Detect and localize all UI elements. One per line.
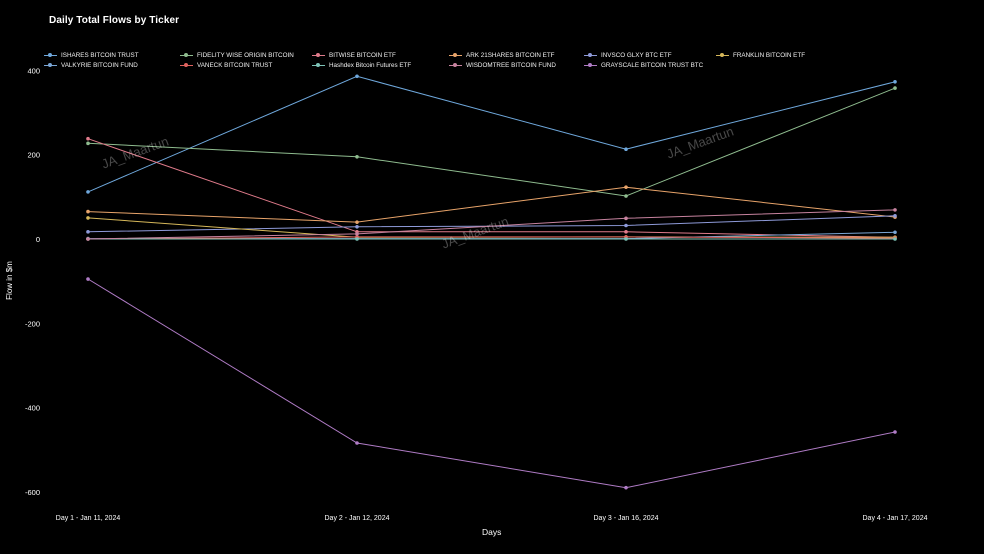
data-point — [893, 230, 897, 235]
y-tick-label: -400 — [25, 404, 40, 413]
data-point — [624, 194, 628, 198]
data-point — [355, 232, 359, 236]
y-tick-label: -600 — [25, 488, 40, 497]
x-tick-label: Day 3 - Jan 16, 2024 — [594, 515, 659, 522]
data-point — [624, 185, 628, 189]
legend-marker — [588, 53, 592, 57]
data-point — [86, 216, 90, 220]
data-point — [893, 430, 897, 434]
legend-label: VALKYRIE BITCOIN FUND — [61, 62, 138, 69]
legend-marker — [48, 63, 52, 67]
legend-label: FRANKLIN BITCOIN ETF — [733, 52, 806, 59]
legend-marker — [316, 53, 320, 57]
data-point — [86, 237, 90, 241]
data-point — [355, 155, 359, 159]
legend-marker — [48, 53, 52, 57]
series-line — [87, 87, 896, 197]
legend-marker — [453, 63, 457, 67]
legend-label: INVSCO GLXY BTC ETF — [601, 52, 672, 59]
legend-label: WISDOMTREE BITCOIN FUND — [466, 62, 556, 69]
series-line — [87, 186, 896, 223]
series-line — [87, 209, 896, 240]
legend-label: Hashdex Bitcoin Futures ETF — [329, 62, 412, 69]
data-point — [86, 277, 90, 281]
data-point — [893, 214, 897, 218]
y-tick-label: -200 — [25, 319, 40, 328]
data-point — [86, 136, 90, 141]
chart-title: Daily Total Flows by Ticker — [49, 15, 180, 26]
data-point — [624, 230, 628, 234]
data-point — [355, 74, 359, 79]
data-point — [86, 209, 90, 214]
data-point — [355, 224, 359, 229]
legend-label: VANECK BITCOIN TRUST — [197, 62, 273, 69]
legend-label: FIDELITY WISE ORIGIN BITCOIN — [197, 52, 294, 59]
data-point — [893, 237, 897, 241]
data-point — [355, 220, 359, 224]
data-point — [86, 141, 90, 146]
data-point — [624, 237, 628, 241]
data-point — [624, 216, 628, 221]
y-tick-label: 0 — [36, 235, 40, 244]
data-point — [624, 147, 628, 152]
series-line — [87, 138, 896, 238]
data-point — [893, 86, 897, 90]
series-line — [87, 236, 896, 240]
data-point — [355, 237, 359, 241]
x-tick-label: Day 4 - Jan 17, 2024 — [863, 515, 928, 522]
legend-label: BITWISE BITCOIN ETF — [329, 52, 396, 59]
data-point — [893, 208, 897, 212]
legend-marker — [720, 53, 724, 57]
legend-marker — [316, 63, 320, 67]
legend-marker — [184, 63, 188, 67]
legend-label: ISHARES BITCOIN TRUST — [61, 52, 139, 59]
data-point — [893, 79, 897, 84]
data-point — [355, 441, 359, 445]
y-tick-label: 400 — [27, 66, 40, 75]
data-point — [86, 230, 90, 234]
legend-marker — [453, 53, 457, 57]
series-line — [87, 75, 896, 193]
legend-label: ARK 21SHARES BITCOIN ETF — [466, 52, 555, 59]
y-tick-label: 200 — [27, 151, 40, 160]
legend-marker — [588, 63, 592, 67]
y-axis-label: Flow in $m — [4, 261, 14, 300]
x-tick-label: Day 2 - Jan 12, 2024 — [325, 515, 390, 522]
legend-marker — [184, 53, 188, 57]
legend-label: GRAYSCALE BITCOIN TRUST BTC — [601, 62, 704, 69]
series-line — [87, 278, 896, 489]
data-point — [86, 190, 90, 194]
data-point — [624, 223, 628, 228]
x-tick-label: Day 1 - Jan 11, 2024 — [56, 515, 121, 522]
x-axis-label: Days — [482, 527, 502, 537]
data-point — [624, 485, 628, 490]
